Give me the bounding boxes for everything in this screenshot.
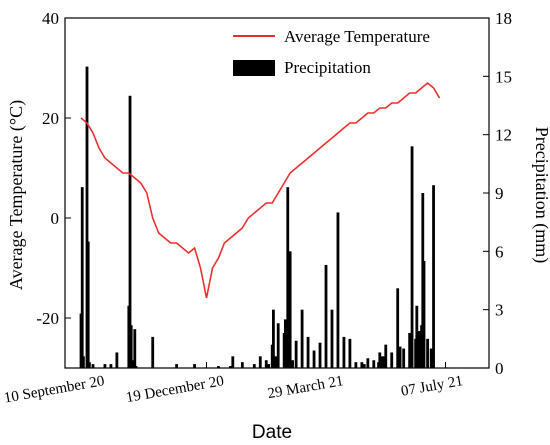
precipitation-bar	[258, 356, 262, 368]
y-left-tick-labels: -20 0 20 40	[36, 9, 59, 328]
precipitation-bar	[274, 356, 278, 368]
precipitation-bar	[283, 319, 287, 368]
temperature-line	[80, 81, 441, 299]
precipitation-bar	[175, 364, 179, 368]
precipitation-bar	[86, 241, 90, 368]
precipitation-bar	[91, 364, 95, 368]
precipitation-bar	[193, 364, 196, 368]
precipitation-bar	[276, 323, 280, 368]
precipitation-bar	[342, 336, 346, 368]
precipitation-bar	[133, 329, 137, 368]
precipitation-bar	[115, 352, 119, 368]
x-tick-labels: 10 September 20 19 December 20 29 March 21…	[3, 373, 464, 406]
precipitation-bar	[379, 356, 383, 368]
x-axis-title: Date	[252, 422, 292, 443]
precipitation-bar	[410, 146, 414, 368]
legend-temperature-label: Average Temperature	[284, 27, 430, 46]
y-left-axis-title: Average Temperature (°C)	[6, 100, 27, 290]
precipitation-bar	[294, 340, 298, 368]
precipitation-bar	[354, 362, 358, 368]
y-right-tick-label: 0	[495, 359, 504, 378]
legend-precipitation-label: Precipitation	[284, 58, 371, 77]
precipitation-bar	[129, 325, 133, 368]
precipitation-bar	[131, 360, 134, 368]
y-right-tick-label: 9	[495, 184, 504, 203]
precipitation-bar	[384, 344, 388, 368]
precipitation-bar	[87, 362, 91, 368]
precipitation-bars	[79, 66, 435, 369]
precipitation-bar	[408, 333, 412, 368]
precipitation-bar	[415, 305, 419, 368]
precipitation-bar	[360, 362, 364, 368]
y-right-tick-label: 15	[495, 67, 512, 86]
y-left-tick-label: -20	[36, 309, 59, 328]
precipitation-bar	[272, 309, 275, 368]
precipitation-bar	[288, 251, 292, 368]
precipitation-bar	[417, 331, 421, 368]
precipitation-bar	[151, 336, 155, 368]
y-left-tick-label: 20	[42, 109, 59, 128]
precipitation-bar	[103, 364, 107, 368]
y-right-tick-label: 12	[495, 126, 512, 145]
precipitation-bar	[286, 187, 290, 368]
legend-precipitation-swatch	[233, 60, 275, 76]
precipitation-bar	[362, 364, 366, 368]
x-tick-label: 10 September 20	[3, 373, 106, 406]
precipitation-bar	[348, 338, 352, 368]
precipitation-bar	[336, 212, 340, 368]
precipitation-bar	[422, 261, 426, 368]
precipitation-bar	[291, 360, 294, 368]
precipitation-bar	[264, 360, 268, 368]
x-tick-label: 29 March 21	[266, 373, 344, 402]
precipitation-bar	[402, 348, 406, 368]
y-right-tick-label: 18	[495, 9, 512, 28]
precipitation-bar	[429, 348, 433, 368]
precipitation-bar	[372, 360, 376, 368]
precipitation-bar	[330, 309, 334, 368]
precipitation-bar	[318, 342, 322, 368]
precipitation-bar	[381, 356, 385, 368]
precipitation-bar	[252, 364, 256, 368]
precipitation-bar	[109, 364, 113, 368]
precipitation-bar	[366, 358, 370, 368]
y-left-tick-label: 40	[42, 9, 59, 28]
precipitation-bar	[128, 95, 132, 369]
precipitation-bar	[229, 366, 232, 368]
precipitation-bar	[432, 185, 435, 368]
y-right-tick-label: 3	[495, 301, 504, 320]
precipitation-bar	[134, 366, 138, 368]
precipitation-bar	[217, 366, 220, 368]
precipitation-bar	[312, 350, 316, 368]
precipitation-bar	[267, 364, 271, 368]
precipitation-bar	[396, 288, 400, 368]
precipitation-bar	[306, 336, 310, 368]
precipitation-bar	[240, 362, 244, 368]
precipitation-bar	[390, 352, 394, 368]
y-left-tick-label: 0	[51, 209, 60, 228]
precipitation-bar	[80, 187, 84, 368]
precipitation-bar	[85, 66, 89, 368]
precipitation-bar	[82, 356, 85, 368]
x-tick-label: 07 July 21	[400, 373, 464, 400]
precipitation-bar	[324, 264, 328, 368]
x-tick-label: 19 December 20	[125, 373, 225, 406]
precipitation-bar	[300, 309, 304, 368]
precipitation-bar	[398, 346, 402, 368]
y-right-tick-labels: 0 3 6 9 12 15 18	[495, 9, 512, 378]
y-right-axis-title: Precipitation (mm)	[531, 127, 550, 263]
legend: Average Temperature Precipitation	[233, 27, 430, 77]
precipitation-bar	[426, 338, 429, 368]
y-right-tick-label: 6	[495, 242, 504, 261]
precipitation-bar	[231, 356, 235, 368]
